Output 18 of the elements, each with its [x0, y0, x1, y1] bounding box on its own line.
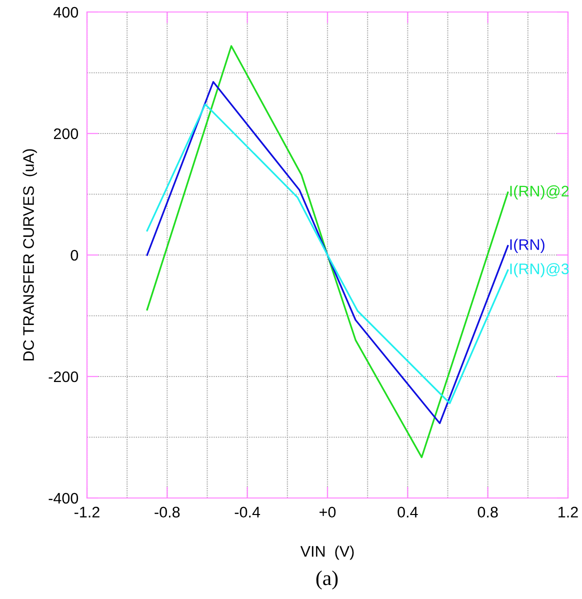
x-axis-title: VIN (V) — [300, 546, 354, 560]
y-axis-title: DC TRANSFER CURVES (uA) — [22, 149, 37, 360]
x-tick-label: 1.2 — [558, 506, 578, 518]
y-tick-label: 200 — [54, 128, 78, 140]
series-label: I(RN) — [510, 238, 544, 253]
x-tick-label: -1.2 — [74, 506, 100, 518]
y-tick-label: 400 — [54, 6, 78, 18]
x-tick-label: +0 — [320, 506, 336, 518]
x-tick-label: -0.8 — [154, 506, 180, 518]
y-tick-label: 0 — [70, 250, 78, 261]
x-tick-label: 0.4 — [398, 506, 418, 518]
y-tick-label: -400 — [48, 492, 78, 504]
text: (a) — [316, 570, 338, 590]
series-label: I(RN)@2 — [510, 185, 569, 200]
series-label: I(RN)@3 — [510, 263, 569, 278]
y-tick-label: -200 — [48, 371, 78, 382]
x-tick-label: 0.8 — [478, 506, 498, 518]
x-tick-label: -0.4 — [234, 506, 260, 518]
